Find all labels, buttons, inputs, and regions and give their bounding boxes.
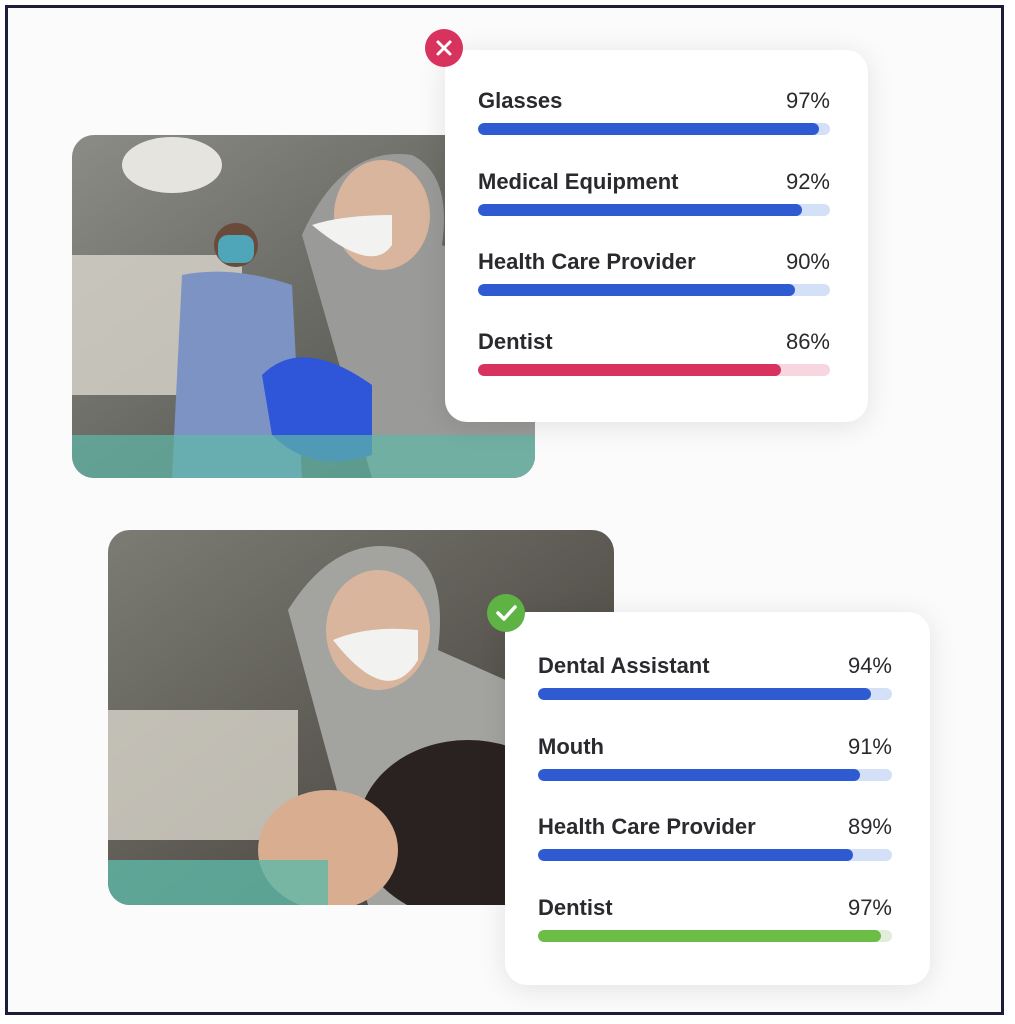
item: Dental Assistant 94%: [538, 653, 892, 713]
bar: [478, 364, 781, 376]
bar: [538, 769, 861, 781]
approve-icon: [487, 594, 525, 632]
item-percent: 89%: [847, 814, 892, 839]
item: Medical Equipment 92%: [478, 169, 830, 229]
item-percent: 92%: [785, 169, 830, 194]
item-percent: 91%: [847, 734, 892, 759]
bar-track: [538, 769, 892, 781]
item: Dentist 86%: [478, 329, 830, 389]
bar: [478, 204, 802, 216]
card: Dental Assistant 94% Mouth 91% Health Care P…: [505, 612, 930, 985]
item-percent: 90%: [785, 249, 830, 274]
bar-track: [478, 204, 830, 216]
item: Dentist 97%: [538, 895, 892, 955]
reject-icon: [425, 29, 463, 67]
bar-track: [538, 849, 892, 861]
bar-track: [478, 123, 830, 135]
item-percent: 97%: [785, 88, 830, 113]
item: Health Care Provider 89%: [538, 814, 892, 874]
bar-track: [538, 930, 892, 942]
item-label: Health Care Provider: [478, 249, 696, 274]
card: Glasses 97% Medical Equipment 92% Health Car…: [445, 50, 868, 422]
bar-track: [538, 688, 892, 700]
bar: [478, 284, 795, 296]
item-percent: 86%: [785, 329, 830, 354]
item-label: Medical Equipment: [478, 169, 679, 194]
bar: [538, 688, 871, 700]
item-label: Dentist: [538, 895, 613, 920]
item: Glasses 97%: [478, 88, 830, 148]
item-label: Health Care Provider: [538, 814, 756, 839]
item-label: Dental Assistant: [538, 653, 710, 678]
bar: [538, 849, 854, 861]
bar: [478, 123, 820, 135]
bar-track: [478, 284, 830, 296]
item: Health Care Provider 90%: [478, 249, 830, 309]
bar: [538, 930, 882, 942]
item-label: Dentist: [478, 329, 553, 354]
item: Mouth 91%: [538, 734, 892, 794]
item-label: Mouth: [538, 734, 604, 759]
item-label: Glasses: [478, 88, 563, 113]
bar-track: [478, 364, 830, 376]
item-percent: 94%: [847, 653, 892, 678]
item-percent: 97%: [847, 895, 892, 920]
